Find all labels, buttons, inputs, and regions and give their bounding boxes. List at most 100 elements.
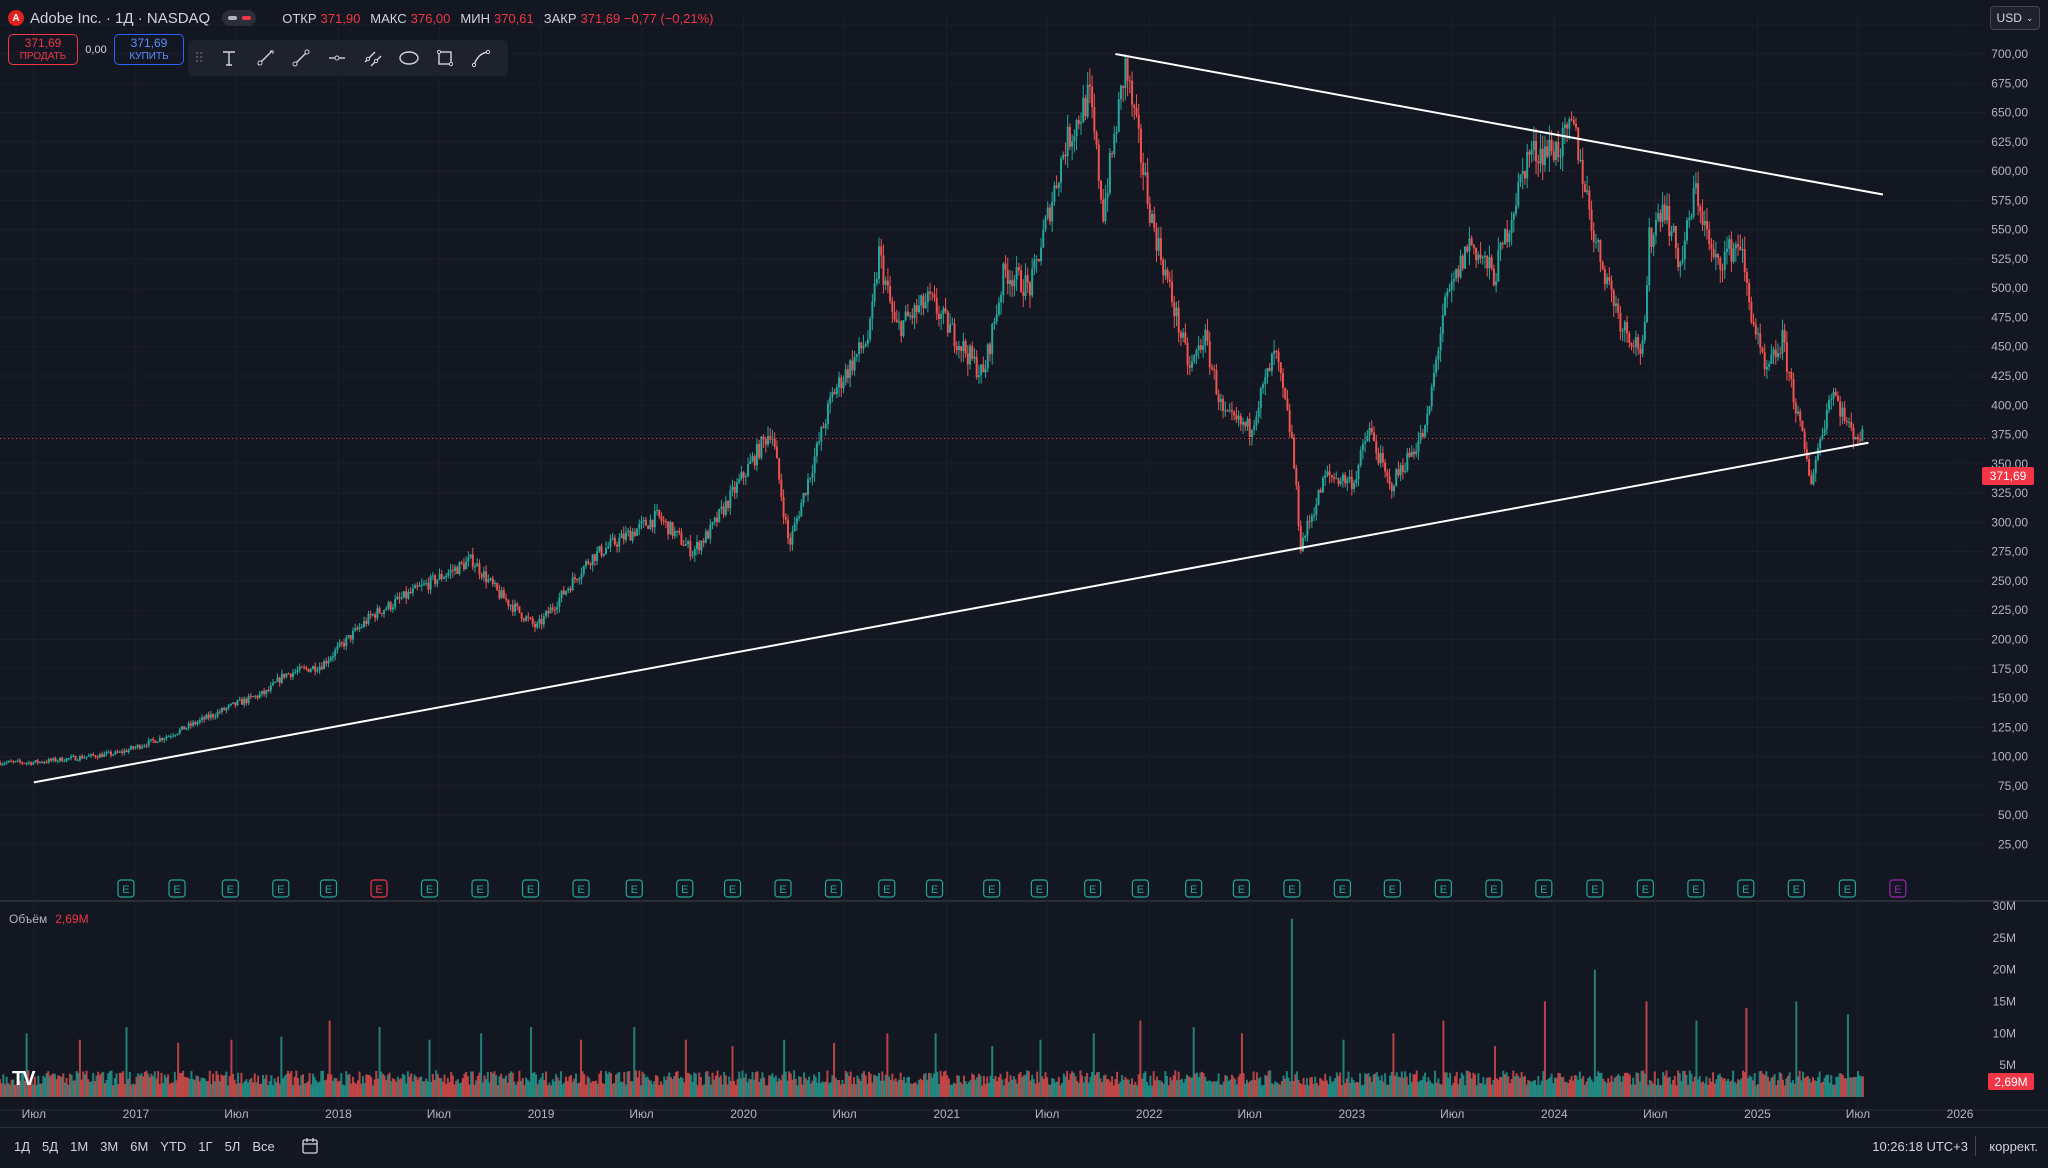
range-5d[interactable]: 5Д xyxy=(42,1138,59,1154)
range-6m[interactable]: 6М xyxy=(130,1138,149,1154)
adjustment-mode[interactable]: коррект. xyxy=(1989,1138,2038,1154)
volume-bar xyxy=(1385,1084,1388,1097)
volume-bar xyxy=(1021,1077,1024,1097)
volume-bar xyxy=(1349,1082,1352,1097)
volume-bar xyxy=(1635,1072,1638,1097)
volume-bar xyxy=(803,1072,806,1097)
volume-bar xyxy=(403,1075,406,1097)
candle-body xyxy=(815,442,818,457)
volume-bar xyxy=(1791,1080,1794,1097)
candle-body xyxy=(1195,350,1198,356)
candle-body xyxy=(14,760,17,762)
volume-bar xyxy=(3,1084,6,1097)
volume-bar xyxy=(619,1081,622,1097)
candle-body xyxy=(884,280,887,285)
path-icon[interactable] xyxy=(470,47,492,69)
volume-bar xyxy=(1582,1076,1585,1097)
text-icon[interactable] xyxy=(218,47,240,69)
volume-bar xyxy=(248,1079,251,1097)
volume-bar xyxy=(1580,1078,1583,1097)
volume-bar xyxy=(1327,1084,1330,1097)
volume-bar xyxy=(686,1072,689,1097)
volume-bar xyxy=(588,1078,591,1097)
volume-bar xyxy=(733,1080,736,1097)
candle-body xyxy=(434,575,437,584)
time-tick-label: 2020 xyxy=(730,1107,757,1121)
candle-body xyxy=(478,563,481,575)
volume-bar xyxy=(1484,1084,1487,1097)
volume-bar xyxy=(1209,1080,1212,1097)
horizontal-ray-icon[interactable] xyxy=(326,47,348,69)
rectangle-icon[interactable] xyxy=(434,47,456,69)
range-ytd[interactable]: YTD xyxy=(160,1138,187,1154)
range-3m[interactable]: 3М xyxy=(100,1138,119,1154)
ray-icon[interactable] xyxy=(254,47,276,69)
volume-bar xyxy=(1861,1076,1864,1097)
tradingview-logo[interactable]: TV xyxy=(12,1068,36,1090)
clock-time[interactable]: 10:26:18 UTC+3 xyxy=(1872,1138,1968,1154)
volume-bar xyxy=(858,1078,861,1097)
candle-body xyxy=(465,561,468,570)
candle-body xyxy=(1570,119,1573,121)
time-tick-label: Июл xyxy=(1440,1107,1464,1121)
volume-bar xyxy=(410,1073,413,1097)
volume-bar xyxy=(1227,1080,1230,1097)
range-1d[interactable]: 1Д xyxy=(14,1138,31,1154)
range-5y[interactable]: 5Л xyxy=(224,1138,241,1154)
volume-bar xyxy=(331,1080,334,1097)
market-status-pill[interactable] xyxy=(222,10,257,26)
candle-body xyxy=(125,750,128,752)
volume-bar xyxy=(1049,1084,1052,1097)
volume-bar xyxy=(571,1081,574,1097)
calendar-icon[interactable] xyxy=(299,1136,321,1156)
volume-bar xyxy=(708,1076,711,1097)
volume-bar xyxy=(1725,1080,1728,1097)
volume-legend[interactable]: Объём 2,69M xyxy=(9,912,89,926)
currency-select[interactable]: USD ⌄ xyxy=(1990,6,2040,30)
candle-body xyxy=(873,283,876,302)
volume-bar xyxy=(102,1071,105,1097)
buy-button[interactable]: 371,69 КУПИТЬ xyxy=(114,34,184,65)
volume-bar xyxy=(924,1073,927,1097)
range-1y[interactable]: 1Г xyxy=(198,1138,213,1154)
sell-button[interactable]: 371,69 ПРОДАТЬ xyxy=(8,34,78,65)
candle-body xyxy=(1814,459,1817,473)
volume-bar xyxy=(1182,1082,1185,1097)
range-1m[interactable]: 1М xyxy=(70,1138,89,1154)
candle-body xyxy=(489,578,492,580)
volume-bar xyxy=(138,1075,141,1097)
volume-bar xyxy=(15,1084,18,1097)
earnings-marker xyxy=(1838,879,1856,898)
candle-body xyxy=(1164,269,1167,276)
volume-bar xyxy=(1277,1083,1280,1097)
parallel-channel-icon[interactable] xyxy=(362,47,384,69)
candle-body xyxy=(309,669,312,672)
volume-bar xyxy=(1257,1078,1260,1097)
candle-body xyxy=(260,690,263,694)
volume-bar xyxy=(1562,1076,1565,1097)
volume-bar xyxy=(813,1074,816,1097)
symbol-header: A Adobe Inc. · 1Д · NASDAQ ОТКР 371,90 МА… xyxy=(8,7,720,29)
volume-bar xyxy=(12,1079,15,1097)
volume-bar xyxy=(1593,969,1596,1097)
volume-bar xyxy=(155,1078,158,1097)
candle-body xyxy=(1137,114,1140,129)
drag-handle-icon[interactable]: ⠿ xyxy=(194,49,205,66)
volume-bar xyxy=(1147,1085,1150,1097)
volume-bar xyxy=(1805,1076,1808,1097)
earnings-marker-label: E xyxy=(931,884,938,896)
earnings-marker xyxy=(824,879,843,898)
trendline-icon[interactable] xyxy=(290,47,312,69)
price-tick-label: 550,00 xyxy=(1991,223,2028,237)
candle-body xyxy=(618,538,621,547)
range-all[interactable]: Все xyxy=(252,1138,275,1154)
volume-bar xyxy=(1121,1075,1124,1097)
sell-price: 371,69 xyxy=(24,35,62,50)
candle-body xyxy=(498,589,501,599)
ellipse-icon[interactable] xyxy=(398,47,420,69)
volume-bar xyxy=(1067,1079,1070,1097)
candle-body xyxy=(942,308,945,315)
candle-body xyxy=(494,583,497,585)
symbol-title[interactable]: Adobe Inc. · 1Д · NASDAQ xyxy=(30,9,211,27)
